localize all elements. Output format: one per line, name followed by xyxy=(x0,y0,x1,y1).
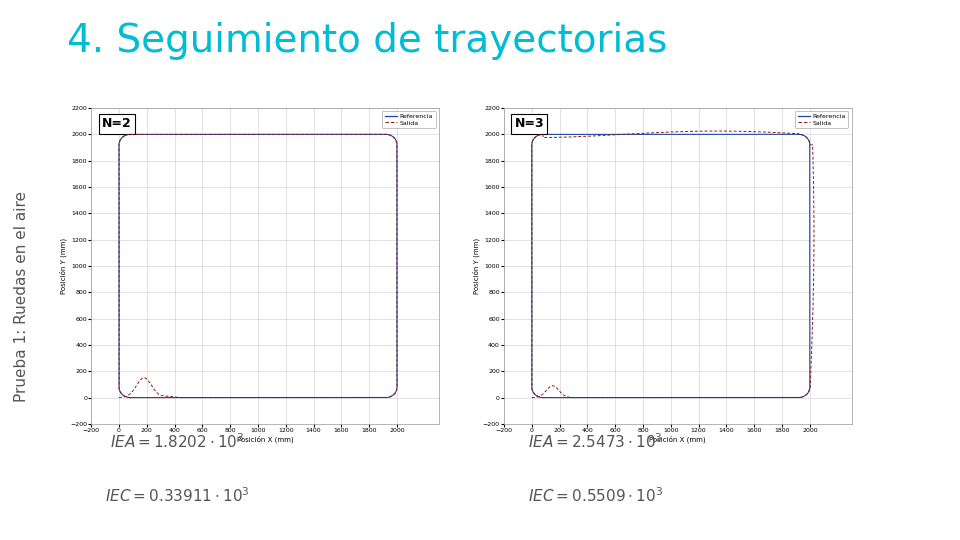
Salida xyxy=(113,394,125,401)
Salida xyxy=(182,394,194,401)
Text: $IEA = 1.8202 \cdot 10^{3}$: $IEA = 1.8202 \cdot 10^{3}$ xyxy=(110,432,245,451)
Legend: Referencia, Salida: Referencia, Salida xyxy=(382,111,436,128)
Salida xyxy=(787,130,799,137)
Salida xyxy=(711,128,723,134)
Referencia xyxy=(562,131,573,138)
Line: Salida: Salida xyxy=(532,131,814,397)
Referencia xyxy=(793,131,804,138)
Referencia xyxy=(526,373,538,379)
Salida xyxy=(125,394,136,401)
Referencia xyxy=(804,272,816,279)
Text: $IEC = 0.5509 \cdot 10^{3}$: $IEC = 0.5509 \cdot 10^{3}$ xyxy=(528,486,662,505)
Salida xyxy=(670,394,682,401)
Salida xyxy=(213,131,225,138)
Salida xyxy=(380,131,392,138)
Referencia xyxy=(538,394,549,401)
Salida xyxy=(562,394,573,400)
Line: Referencia: Referencia xyxy=(119,134,397,397)
Text: 4. Seguimiento de trayectorias: 4. Seguimiento de trayectorias xyxy=(67,22,667,59)
Y-axis label: Posición Y (mm): Posición Y (mm) xyxy=(472,238,480,294)
Salida xyxy=(527,137,539,144)
Salida xyxy=(113,177,125,183)
X-axis label: Posición X (mm): Posición X (mm) xyxy=(237,436,293,443)
Text: $IEC = 0.33911 \cdot 10^{3}$: $IEC = 0.33911 \cdot 10^{3}$ xyxy=(106,486,250,505)
Referencia xyxy=(113,373,125,379)
Text: N=3: N=3 xyxy=(515,118,544,131)
Referencia xyxy=(804,240,816,247)
Referencia xyxy=(149,131,160,138)
Text: $IEA = 2.5473 \cdot 10^{3}$: $IEA = 2.5473 \cdot 10^{3}$ xyxy=(528,432,662,451)
Line: Salida: Salida xyxy=(119,134,397,397)
Referencia xyxy=(125,394,136,401)
Referencia xyxy=(538,394,549,401)
Salida xyxy=(342,394,353,401)
Y-axis label: Posición Y (mm): Posición Y (mm) xyxy=(60,238,67,294)
Referencia xyxy=(392,300,403,306)
Text: Prueba 1: Ruedas en el aire: Prueba 1: Ruedas en el aire xyxy=(13,192,29,402)
Salida xyxy=(754,394,765,401)
Salida xyxy=(691,128,703,134)
Text: N=2: N=2 xyxy=(102,118,132,131)
Referencia xyxy=(392,272,403,279)
Legend: Referencia, Salida: Referencia, Salida xyxy=(795,111,849,128)
Salida xyxy=(392,334,403,340)
Salida xyxy=(113,279,125,286)
Salida xyxy=(582,394,593,401)
Salida xyxy=(526,394,538,401)
Referencia xyxy=(380,131,392,138)
Line: Referencia: Referencia xyxy=(532,134,810,397)
X-axis label: Posición X (mm): Posición X (mm) xyxy=(650,436,706,443)
Salida xyxy=(538,394,549,401)
Referencia xyxy=(125,394,136,401)
Referencia xyxy=(660,394,671,401)
Referencia xyxy=(247,394,258,401)
Referencia xyxy=(392,240,403,247)
Salida xyxy=(319,394,330,401)
Referencia xyxy=(804,300,816,306)
